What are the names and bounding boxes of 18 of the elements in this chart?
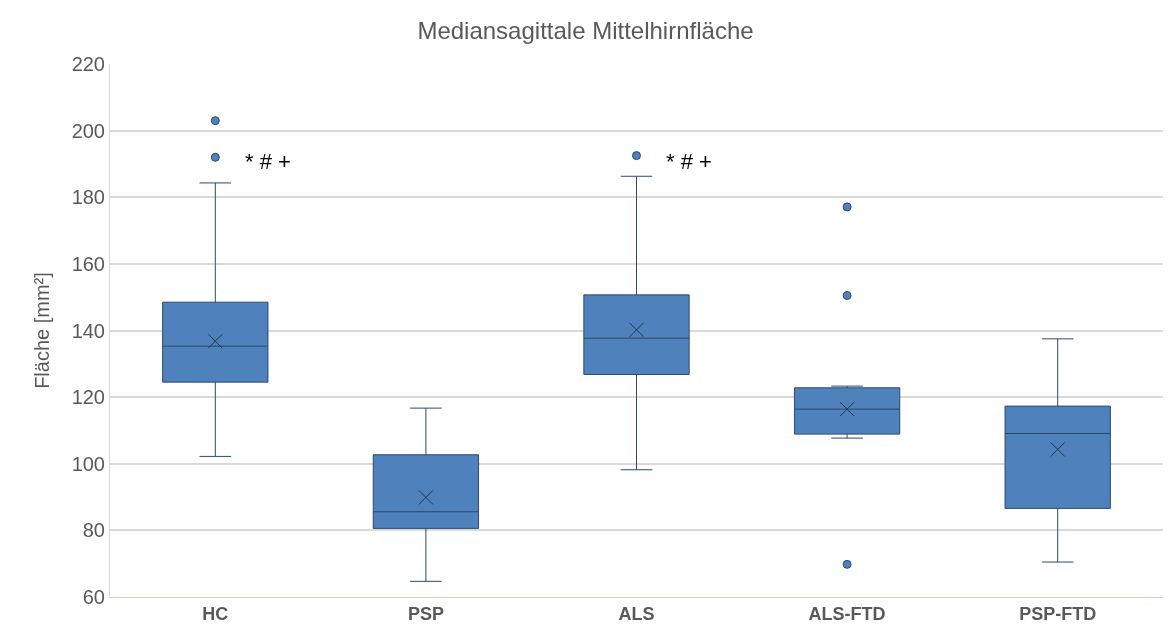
y-axis-title: Fläche [mm²] [31, 272, 54, 389]
y-tick-label: 220 [71, 53, 105, 75]
y-tick-label: 140 [71, 319, 105, 342]
x-tick-label: ALS-FTD [808, 603, 886, 624]
y-tick-label: 100 [71, 452, 105, 475]
annotation: * # + [666, 149, 712, 174]
y-tick-label: 160 [71, 252, 105, 275]
y-tick-label: 60 [82, 586, 105, 608]
x-tick-label: PSP-FTD [1019, 603, 1097, 624]
annotation: * # + [245, 149, 291, 174]
y-tick-label: 200 [71, 119, 105, 142]
chart-title: Mediansagittale Mittelhirnfläche [417, 17, 754, 45]
x-tick-label: ALS [618, 603, 655, 624]
y-tick-label: 120 [71, 386, 105, 409]
y-tick-label: 180 [71, 186, 105, 209]
y-tick-label: 80 [82, 519, 105, 542]
x-tick-label: PSP [407, 603, 444, 624]
x-tick-label: HC [202, 603, 229, 624]
